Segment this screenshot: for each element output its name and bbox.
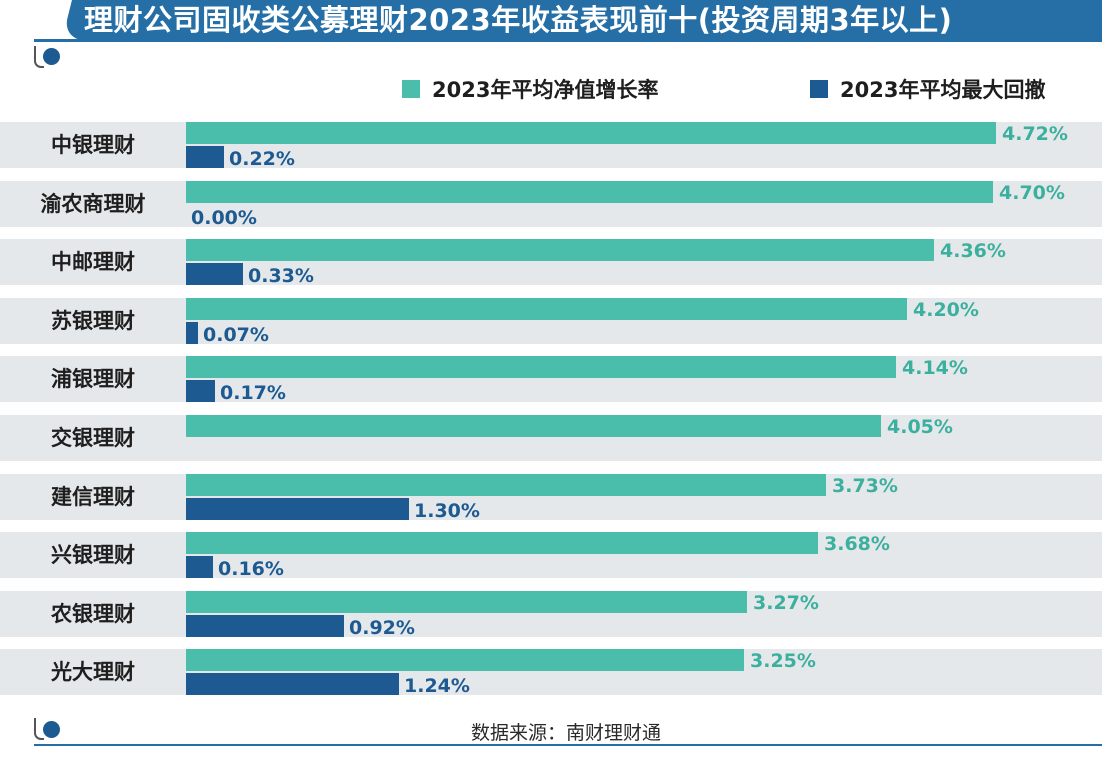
data-label-drawdown: 0.17% [220,382,286,404]
bar-growth [186,649,744,671]
dot-icon-top [43,48,60,65]
category-label: 中邮理财 [51,250,135,274]
data-label-growth: 4.70% [999,182,1065,204]
bar-drawdown [186,146,224,168]
bar-growth [186,415,881,437]
category-label: 农银理财 [51,602,135,626]
bar-drawdown [186,556,213,578]
data-label-drawdown: 1.24% [404,675,470,697]
legend-label-drawdown: 2023年平均最大回撤 [840,78,1046,102]
category-label: 中银理财 [51,133,135,157]
corner-bracket-top [34,46,44,68]
data-label-drawdown: 0.07% [203,324,269,346]
data-label-growth: 4.72% [1002,123,1068,145]
bar-drawdown [186,263,243,285]
category-label: 浦银理财 [51,367,135,391]
bar-growth [186,181,993,203]
dot-icon-bottom [43,721,60,738]
bar-drawdown [186,673,399,695]
bar-growth [186,356,896,378]
bar-drawdown [186,322,198,344]
data-label-growth: 3.73% [832,475,898,497]
data-label-growth: 4.36% [940,240,1006,262]
corner-bracket-bottom [34,718,44,740]
title-underline [34,39,1102,42]
category-label: 兴银理财 [51,543,135,567]
bar-growth [186,122,996,144]
bar-drawdown [186,380,215,402]
legend-swatch-drawdown [810,80,828,98]
legend-swatch-growth [402,80,420,98]
data-label-growth: 4.20% [913,299,979,321]
category-label: 光大理财 [51,660,135,684]
bar-growth [186,532,818,554]
bottom-rule [34,744,1102,746]
data-label-drawdown: 1.30% [414,500,480,522]
legend-drawdown: 2023年平均最大回撤 [810,74,1045,104]
category-label: 苏银理财 [51,309,135,333]
data-label-growth: 3.68% [824,533,890,555]
category-label: 建信理财 [51,485,135,509]
category-label: 渝农商理财 [40,192,146,216]
data-label-drawdown: 0.16% [218,558,284,580]
data-label-growth: 4.14% [902,357,968,379]
bar-drawdown [186,498,409,520]
category-label: 交银理财 [51,426,135,450]
page-title: 理财公司固收类公募理财2023年收益表现前十(投资周期3年以上) [84,3,953,37]
data-label-growth: 3.25% [750,650,816,672]
data-source: 数据来源：南财理财通 [470,722,661,744]
data-label-drawdown: 0.22% [229,148,295,170]
bar-growth [186,474,826,496]
bar-growth [186,298,907,320]
bar-drawdown [186,615,344,637]
data-label-drawdown: 0.33% [248,265,314,287]
data-label-growth: 3.27% [753,592,819,614]
legend-label-growth: 2023年平均净值增长率 [432,78,659,102]
data-label-drawdown: 0.92% [349,617,415,639]
bar-growth [186,591,747,613]
legend-growth: 2023年平均净值增长率 [402,74,658,104]
data-label-growth: 4.05% [887,416,953,438]
data-label-drawdown: 0.00% [191,207,257,229]
bar-growth [186,239,934,261]
